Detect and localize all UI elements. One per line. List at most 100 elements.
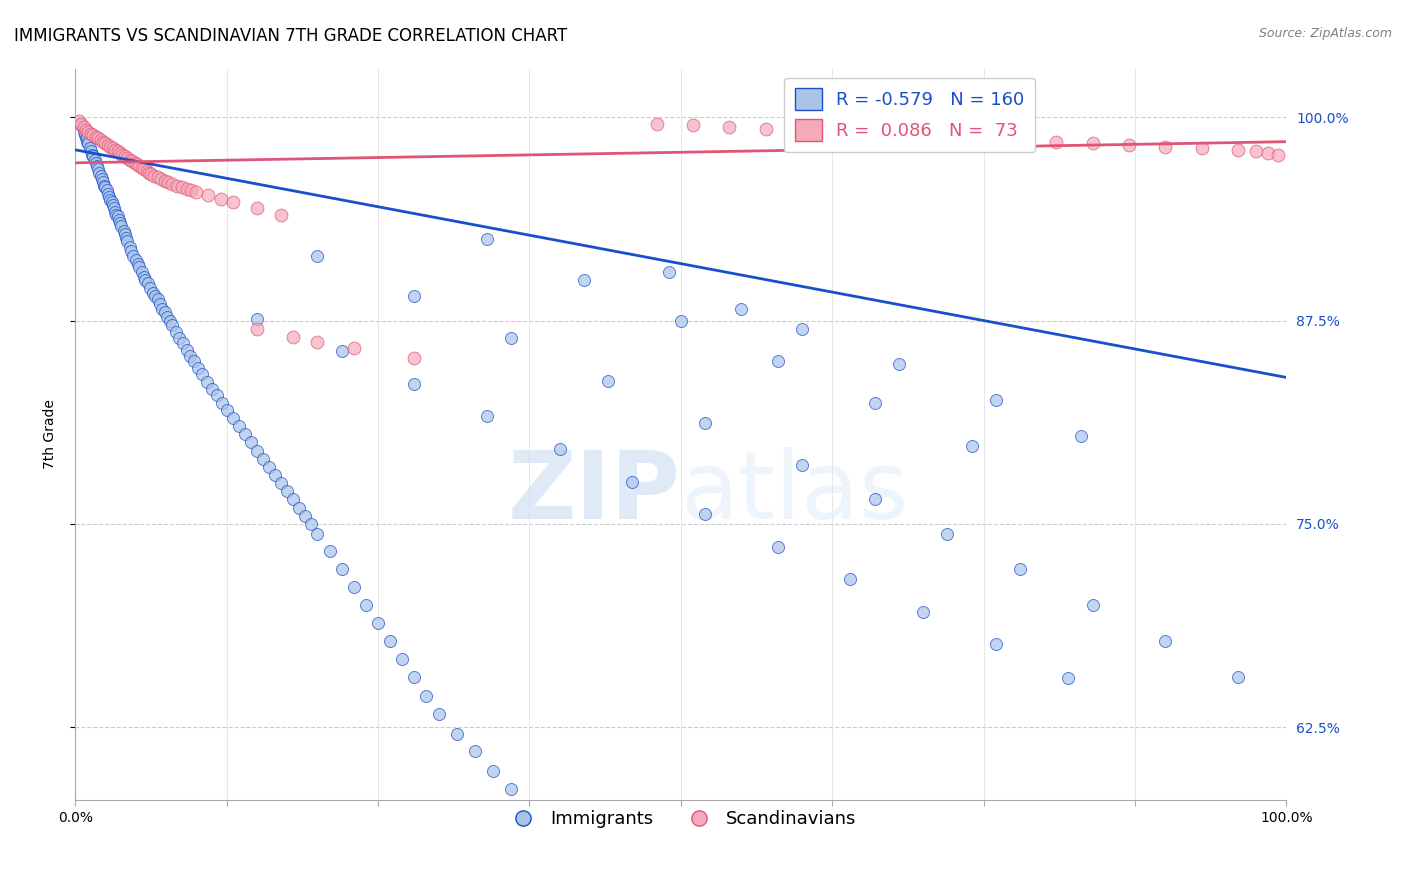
- Point: [501, 781, 523, 796]
- Point: [252, 451, 274, 466]
- Point: [114, 227, 136, 242]
- Point: [276, 484, 298, 499]
- Point: [598, 878, 620, 892]
- Point: [146, 293, 169, 307]
- Point: [94, 136, 117, 151]
- Point: [482, 764, 505, 778]
- Point: [464, 744, 486, 758]
- Point: [264, 468, 287, 483]
- Point: [404, 351, 426, 365]
- Point: [257, 459, 280, 474]
- Point: [228, 419, 250, 434]
- Point: [131, 161, 153, 175]
- Point: [124, 156, 146, 170]
- Y-axis label: 7th Grade: 7th Grade: [44, 400, 58, 469]
- Point: [1081, 598, 1104, 612]
- Point: [415, 689, 437, 703]
- Point: [283, 492, 305, 507]
- Point: [128, 159, 150, 173]
- Point: [354, 598, 377, 612]
- Point: [299, 516, 322, 531]
- Point: [307, 334, 329, 349]
- Point: [221, 411, 243, 425]
- Point: [118, 153, 141, 167]
- Point: [1118, 137, 1140, 152]
- Point: [900, 128, 922, 143]
- Point: [142, 285, 165, 300]
- Point: [270, 208, 292, 222]
- Point: [131, 265, 153, 279]
- Point: [125, 253, 148, 268]
- Point: [160, 177, 183, 191]
- Point: [1227, 143, 1250, 157]
- Point: [125, 157, 148, 171]
- Point: [150, 172, 173, 186]
- Point: [1257, 146, 1279, 161]
- Text: IMMIGRANTS VS SCANDINAVIAN 7TH GRADE CORRELATION CHART: IMMIGRANTS VS SCANDINAVIAN 7TH GRADE COR…: [14, 27, 567, 45]
- Point: [87, 131, 110, 145]
- Point: [70, 119, 93, 133]
- Point: [87, 162, 110, 177]
- Point: [215, 403, 238, 417]
- Point: [501, 331, 523, 345]
- Point: [1008, 133, 1031, 147]
- Point: [209, 192, 232, 206]
- Point: [159, 313, 181, 327]
- Point: [984, 393, 1007, 408]
- Text: atlas: atlas: [681, 447, 910, 539]
- Point: [108, 146, 131, 161]
- Point: [84, 156, 107, 170]
- Point: [70, 117, 93, 131]
- Point: [93, 178, 115, 193]
- Point: [179, 349, 201, 363]
- Point: [138, 165, 160, 179]
- Point: [790, 458, 813, 473]
- Point: [77, 125, 100, 139]
- Point: [105, 208, 128, 222]
- Point: [134, 273, 156, 287]
- Point: [67, 113, 90, 128]
- Point: [128, 260, 150, 274]
- Point: [827, 125, 849, 139]
- Point: [475, 232, 498, 246]
- Point: [790, 123, 813, 137]
- Point: [141, 167, 163, 181]
- Point: [246, 321, 269, 335]
- Point: [82, 147, 104, 161]
- Point: [76, 129, 98, 144]
- Point: [621, 475, 644, 489]
- Point: [117, 151, 139, 165]
- Point: [153, 174, 176, 188]
- Point: [863, 396, 886, 410]
- Point: [1191, 141, 1213, 155]
- Point: [475, 409, 498, 424]
- Point: [1154, 633, 1177, 648]
- Point: [343, 580, 366, 594]
- Point: [288, 500, 311, 515]
- Point: [90, 172, 112, 186]
- Point: [76, 135, 98, 149]
- Point: [169, 331, 191, 345]
- Point: [72, 125, 94, 139]
- Point: [205, 388, 228, 402]
- Point: [1081, 136, 1104, 151]
- Point: [176, 182, 198, 196]
- Point: [912, 605, 935, 619]
- Point: [404, 289, 426, 303]
- Point: [294, 508, 316, 523]
- Point: [180, 184, 202, 198]
- Point: [112, 224, 135, 238]
- Point: [572, 273, 595, 287]
- Point: [1154, 139, 1177, 153]
- Point: [117, 234, 139, 248]
- Point: [548, 830, 571, 845]
- Point: [135, 164, 157, 178]
- Point: [404, 376, 426, 391]
- Point: [97, 186, 120, 201]
- Point: [82, 149, 104, 163]
- Point: [195, 376, 218, 390]
- Point: [143, 289, 166, 303]
- Point: [404, 670, 426, 684]
- Point: [246, 312, 269, 326]
- Point: [645, 117, 668, 131]
